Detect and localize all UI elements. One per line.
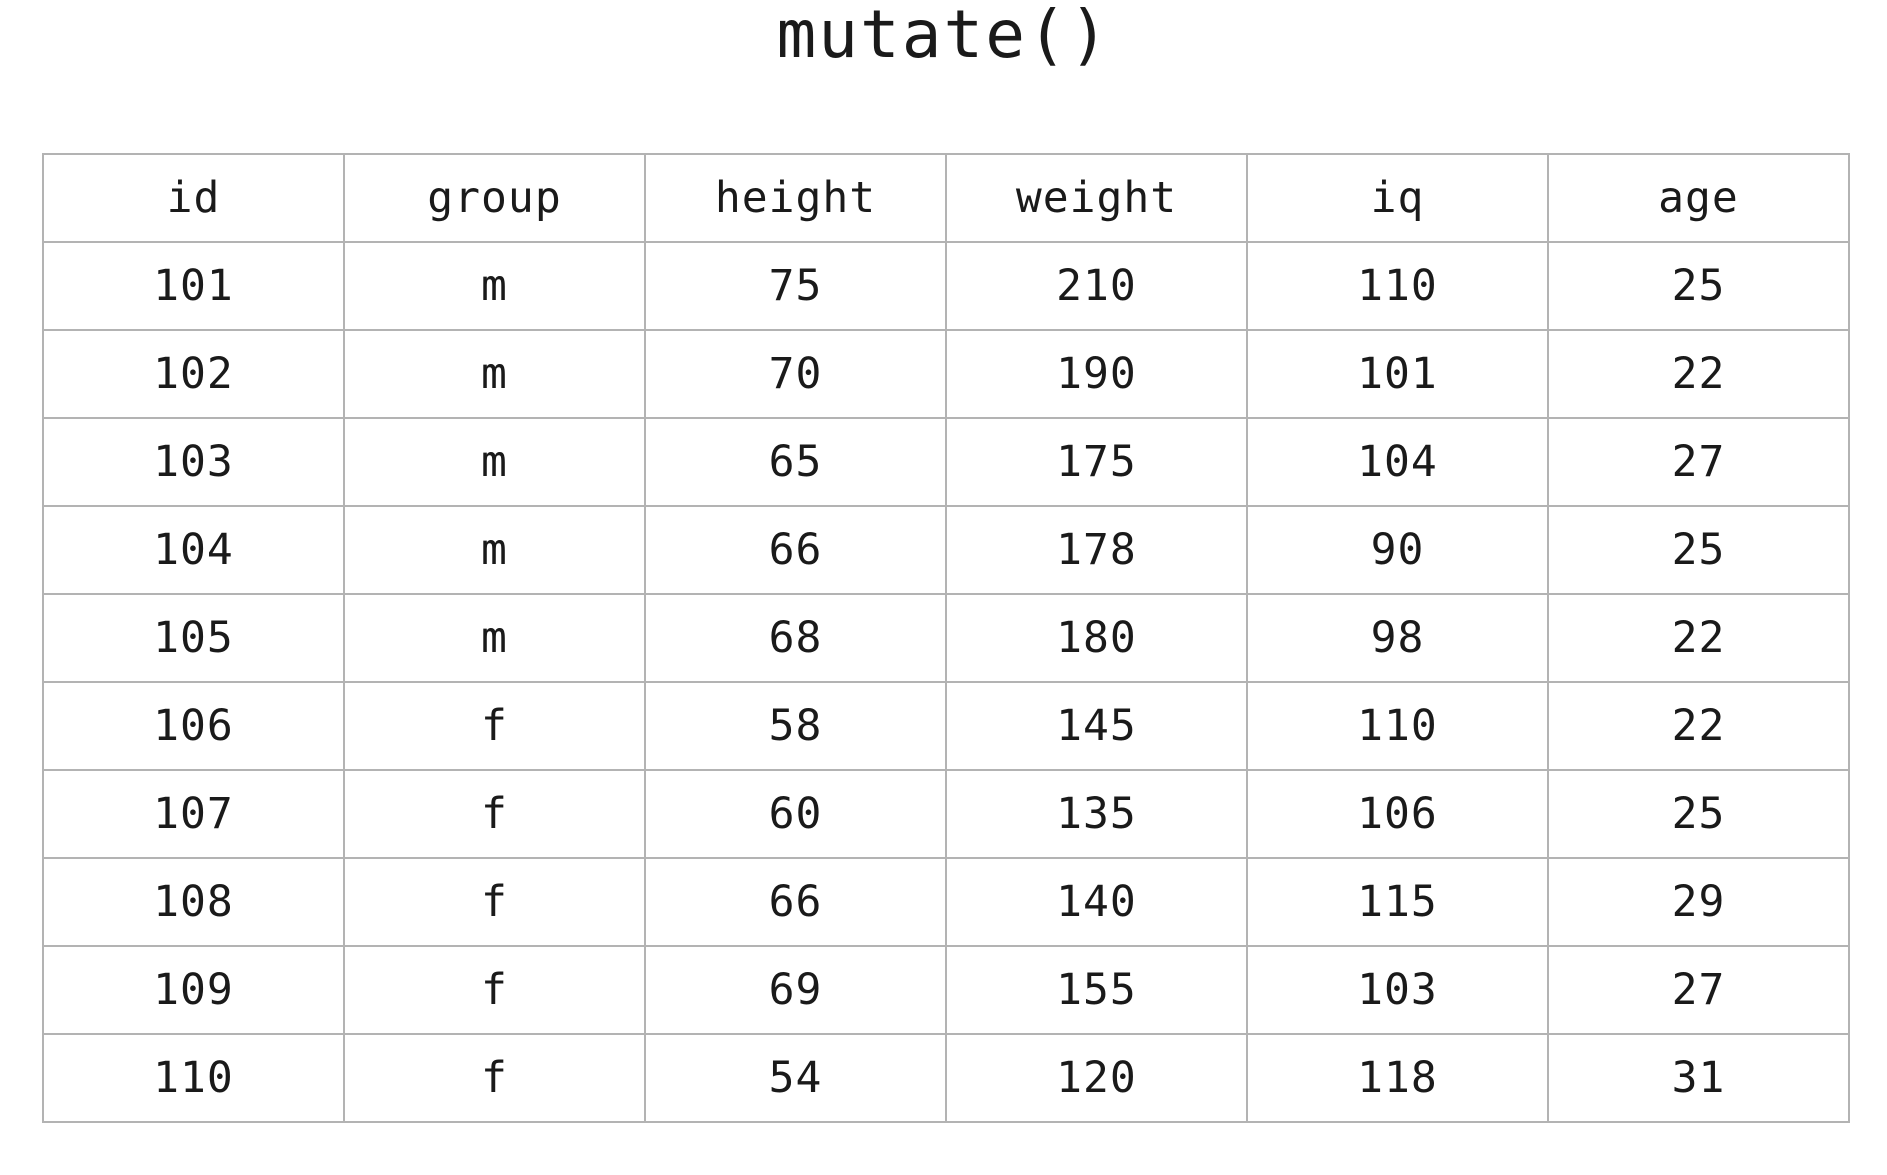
table-cell-height: 70	[644, 329, 947, 419]
table-row: 105 m 68 180 98 22	[42, 593, 1850, 683]
table-cell-iq: 101	[1246, 329, 1549, 419]
table-cell-age: 22	[1547, 593, 1850, 683]
table-cell-id: 109	[42, 945, 345, 1035]
table-cell-age: 22	[1547, 329, 1850, 419]
table-row: 110 f 54 120 118 31	[42, 1033, 1850, 1123]
table-cell-iq: 110	[1246, 241, 1549, 331]
column-header-iq: iq	[1246, 153, 1549, 243]
column-header-weight: weight	[945, 153, 1248, 243]
table-cell-height: 66	[644, 857, 947, 947]
table-row: 104 m 66 178 90 25	[42, 505, 1850, 595]
table-cell-weight: 155	[945, 945, 1248, 1035]
table-cell-height: 54	[644, 1033, 947, 1123]
table-cell-id: 108	[42, 857, 345, 947]
table-cell-id: 110	[42, 1033, 345, 1123]
table-header: id group height weight iq age	[42, 153, 1850, 243]
data-table: id group height weight iq age 101 m 75 210 110 25 1…	[42, 153, 1850, 1123]
table-cell-iq: 106	[1246, 769, 1549, 859]
table-cell-weight: 140	[945, 857, 1248, 947]
table-cell-iq: 110	[1246, 681, 1549, 771]
column-header-height: height	[644, 153, 947, 243]
table-cell-weight: 210	[945, 241, 1248, 331]
table-cell-iq: 98	[1246, 593, 1549, 683]
header-row: id group height weight iq age	[42, 153, 1850, 243]
table-cell-group: f	[343, 769, 646, 859]
table-cell-age: 25	[1547, 241, 1850, 331]
table-cell-group: m	[343, 241, 646, 331]
table-cell-group: m	[343, 505, 646, 595]
table-row: 108 f 66 140 115 29	[42, 857, 1850, 947]
table-cell-id: 105	[42, 593, 345, 683]
table-cell-height: 66	[644, 505, 947, 595]
table-cell-iq: 104	[1246, 417, 1549, 507]
table-cell-height: 60	[644, 769, 947, 859]
table-cell-group: f	[343, 857, 646, 947]
table-cell-age: 25	[1547, 505, 1850, 595]
table-cell-age: 27	[1547, 945, 1850, 1035]
table-cell-age: 31	[1547, 1033, 1850, 1123]
table-row: 109 f 69 155 103 27	[42, 945, 1850, 1035]
table-cell-id: 102	[42, 329, 345, 419]
table-cell-height: 69	[644, 945, 947, 1035]
table-cell-height: 68	[644, 593, 947, 683]
table-cell-age: 27	[1547, 417, 1850, 507]
table-cell-weight: 175	[945, 417, 1248, 507]
table-cell-iq: 115	[1246, 857, 1549, 947]
column-header-age: age	[1547, 153, 1850, 243]
table-cell-id: 104	[42, 505, 345, 595]
table-body: 101 m 75 210 110 25 102 m 70 190 101 22 103 m 65 175 104…	[42, 241, 1850, 1123]
table-cell-weight: 135	[945, 769, 1248, 859]
table-cell-group: f	[343, 1033, 646, 1123]
table-cell-group: f	[343, 945, 646, 1035]
table-cell-weight: 145	[945, 681, 1248, 771]
table-row: 106 f 58 145 110 22	[42, 681, 1850, 771]
table-row: 107 f 60 135 106 25	[42, 769, 1850, 859]
table-row: 103 m 65 175 104 27	[42, 417, 1850, 507]
table-cell-height: 65	[644, 417, 947, 507]
table-cell-height: 58	[644, 681, 947, 771]
table-cell-id: 107	[42, 769, 345, 859]
table-cell-iq: 118	[1246, 1033, 1549, 1123]
table-cell-group: m	[343, 329, 646, 419]
table-cell-weight: 180	[945, 593, 1248, 683]
table-cell-id: 103	[42, 417, 345, 507]
page-title: mutate()	[776, 0, 1111, 73]
table-row: 101 m 75 210 110 25	[42, 241, 1850, 331]
column-header-group: group	[343, 153, 646, 243]
table-cell-group: m	[343, 417, 646, 507]
table-cell-age: 25	[1547, 769, 1850, 859]
table-cell-age: 22	[1547, 681, 1850, 771]
table-cell-weight: 178	[945, 505, 1248, 595]
table-cell-weight: 120	[945, 1033, 1248, 1123]
table-cell-group: m	[343, 593, 646, 683]
table-cell-id: 106	[42, 681, 345, 771]
table-cell-id: 101	[42, 241, 345, 331]
table-cell-iq: 90	[1246, 505, 1549, 595]
column-header-id: id	[42, 153, 345, 243]
table-cell-iq: 103	[1246, 945, 1549, 1035]
table-cell-weight: 190	[945, 329, 1248, 419]
table-cell-height: 75	[644, 241, 947, 331]
table-cell-age: 29	[1547, 857, 1850, 947]
table-row: 102 m 70 190 101 22	[42, 329, 1850, 419]
table-cell-group: f	[343, 681, 646, 771]
